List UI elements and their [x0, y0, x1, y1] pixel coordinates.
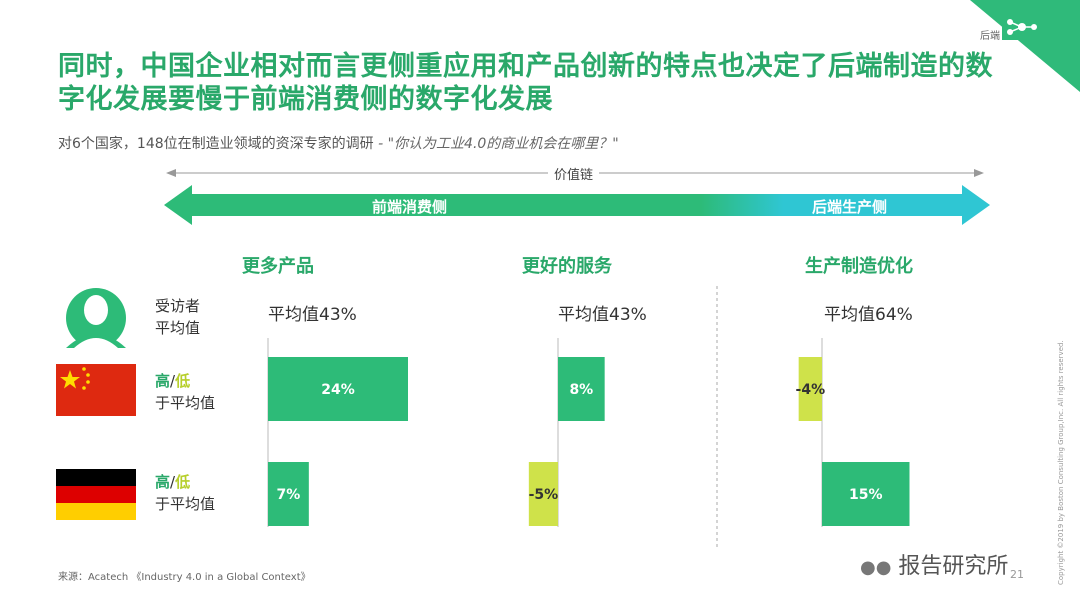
- low-word: 低: [175, 372, 191, 390]
- brand-watermark: ●● 报告研究所: [860, 548, 1008, 580]
- copyright: Copyright ©2019 by Boston Consulting Gro…: [1057, 340, 1065, 585]
- china-row-label: 高/低 于平均值: [155, 370, 215, 414]
- corner-logo: [970, 0, 1080, 92]
- bar-value-label: 8%: [569, 382, 593, 398]
- bar-germany: [822, 462, 910, 526]
- back-end-label: 后端生产侧: [812, 198, 888, 216]
- separator: /: [170, 372, 176, 390]
- bar-chart: 24% 8% -4% 7% -5% 15%: [267, 338, 910, 527]
- bar-value-label: -4%: [796, 382, 826, 398]
- subtitle-quote: - "你认为工业4.0的商业机会在哪里？": [373, 136, 619, 152]
- high-word: 高: [155, 372, 171, 390]
- low-word: 低: [175, 473, 191, 491]
- bar-value-label: 7%: [277, 487, 301, 503]
- bar-germany: [268, 462, 309, 526]
- logo-icon: [1002, 14, 1042, 40]
- germany-flag-icon: [56, 469, 136, 520]
- page-number: 21: [1010, 568, 1024, 581]
- average-label: 平均值43%: [558, 305, 647, 325]
- bar-value-label: -5%: [529, 487, 559, 503]
- value-chain-big-arrow: [164, 185, 990, 225]
- subtitle: 对6个国家，148位在制造业领域的资深专家的调研 - "你认为工业4.0的商业机…: [58, 133, 619, 153]
- average-label: 平均值43%: [268, 305, 357, 325]
- category-production-optimization: 生产制造优化: [805, 256, 913, 277]
- category-more-products: 更多产品: [242, 256, 314, 277]
- category-better-services: 更好的服务: [522, 256, 612, 277]
- than-average: 于平均值: [155, 394, 216, 412]
- bar-value-label: 24%: [321, 382, 355, 398]
- corner-label: 后端: [980, 31, 1000, 42]
- separator: /: [170, 473, 176, 491]
- bar-value-label: 15%: [849, 487, 883, 503]
- source-note: 来源：Acatech 《Industry 4.0 in a Global Con…: [58, 572, 311, 583]
- germany-row-label: 高/低 于平均值: [155, 471, 215, 515]
- value-chain-label: 价值链: [548, 164, 600, 183]
- than-average: 于平均值: [155, 495, 216, 513]
- respondent-avatar-icon: [66, 288, 126, 348]
- subtitle-text: 对6个国家，148位在制造业领域的资深专家的调研: [58, 136, 374, 152]
- bar-china: [268, 357, 408, 421]
- bar-china: [558, 357, 605, 421]
- page-title: 同时，中国企业相对而言更侧重应用和产品创新的特点也决定了后端制造的数字化发展要慢…: [58, 51, 993, 115]
- wechat-icon: ●●: [860, 557, 892, 578]
- china-flag-icon: [56, 364, 136, 416]
- bar-china: [798, 357, 822, 421]
- front-end-label: 前端消费侧: [372, 198, 448, 216]
- average-label: 平均值64%: [824, 305, 913, 325]
- brand-text: 报告研究所: [898, 554, 1009, 579]
- bar-germany: [528, 462, 558, 526]
- high-word: 高: [155, 473, 171, 491]
- respondent-average-label: 受访者 平均值: [155, 297, 201, 337]
